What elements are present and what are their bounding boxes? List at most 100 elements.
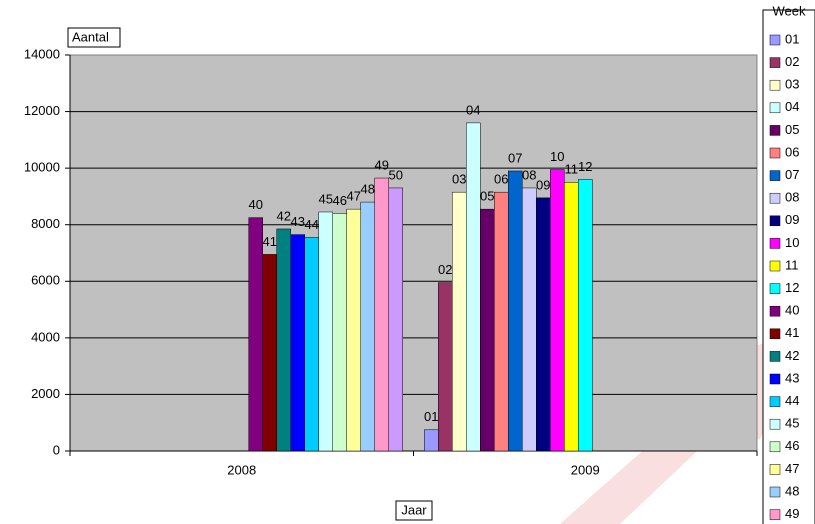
bar bbox=[494, 191, 509, 452]
legend-swatch bbox=[769, 238, 781, 249]
bar bbox=[360, 201, 375, 452]
legend-label: 03 bbox=[785, 77, 799, 92]
bar bbox=[248, 217, 263, 452]
data-label: 03 bbox=[452, 172, 466, 187]
data-label: 43 bbox=[291, 214, 305, 229]
y-tick-label: 14000 bbox=[24, 46, 60, 61]
y-label-box bbox=[67, 27, 121, 48]
x-axis-label: Jaar bbox=[401, 502, 427, 517]
data-label: 49 bbox=[375, 157, 389, 172]
legend-swatch bbox=[769, 351, 781, 362]
legend-label: 09 bbox=[785, 212, 799, 227]
data-label: 44 bbox=[305, 217, 319, 232]
legend-label: 12 bbox=[785, 280, 799, 295]
bar bbox=[466, 122, 481, 452]
data-label: 46 bbox=[333, 193, 347, 208]
bar bbox=[290, 234, 305, 452]
bar bbox=[480, 208, 495, 452]
legend bbox=[762, 9, 815, 524]
bar bbox=[276, 228, 291, 452]
legend-swatch bbox=[769, 102, 781, 114]
legend-label: 46 bbox=[785, 438, 799, 453]
legend-label: 47 bbox=[785, 461, 799, 476]
data-label: 40 bbox=[249, 197, 263, 212]
y-tick-label: 8000 bbox=[31, 216, 60, 231]
legend-swatch bbox=[769, 486, 781, 498]
data-label: 47 bbox=[347, 189, 361, 204]
data-label: 08 bbox=[522, 167, 536, 182]
legend-label: 11 bbox=[785, 257, 799, 272]
legend-label: 49 bbox=[785, 506, 799, 521]
data-label: 05 bbox=[480, 189, 494, 204]
legend-label: 05 bbox=[785, 122, 799, 137]
legend-label: 02 bbox=[785, 54, 799, 69]
legend-label: 01 bbox=[785, 31, 799, 46]
legend-swatch bbox=[769, 125, 781, 136]
bar bbox=[346, 208, 361, 452]
y-tick-label: 12000 bbox=[24, 103, 60, 118]
bar bbox=[388, 187, 403, 452]
data-label: 12 bbox=[578, 159, 592, 174]
legend-swatch bbox=[769, 170, 781, 181]
legend-swatch bbox=[769, 396, 781, 407]
data-label: 07 bbox=[508, 150, 522, 165]
y-tick-label: 6000 bbox=[31, 273, 60, 288]
y-tick-label: 4000 bbox=[31, 329, 60, 344]
bar bbox=[550, 169, 565, 452]
data-label: 10 bbox=[550, 149, 564, 164]
legend-swatch bbox=[769, 441, 781, 453]
data-label: 41 bbox=[263, 234, 277, 249]
y-axis-label: Aantal bbox=[72, 29, 109, 44]
data-label: 06 bbox=[494, 172, 508, 187]
legend-swatch bbox=[769, 464, 781, 475]
legend-label: 42 bbox=[785, 348, 799, 363]
bar bbox=[536, 197, 551, 452]
bar bbox=[374, 177, 389, 452]
bar bbox=[304, 237, 319, 452]
bar bbox=[578, 179, 593, 452]
x-label-box bbox=[395, 500, 433, 521]
legend-swatch bbox=[769, 57, 781, 68]
data-label: 01 bbox=[424, 409, 438, 424]
legend-label: 04 bbox=[785, 99, 799, 114]
bar bbox=[438, 282, 453, 452]
legend-title: Week bbox=[773, 3, 806, 18]
legend-swatch bbox=[769, 418, 781, 430]
legend-label: 48 bbox=[785, 483, 799, 498]
x-tick-label: 2009 bbox=[571, 462, 600, 477]
data-label: 42 bbox=[277, 208, 291, 223]
bar bbox=[318, 211, 333, 452]
legend-swatch bbox=[769, 305, 781, 317]
bar bbox=[262, 254, 277, 452]
data-label: 04 bbox=[466, 102, 480, 117]
data-label: 48 bbox=[361, 182, 375, 197]
legend-label: 07 bbox=[785, 167, 799, 182]
legend-swatch bbox=[769, 260, 781, 272]
legend-label: 44 bbox=[785, 393, 799, 408]
legend-label: 06 bbox=[785, 144, 799, 159]
bar bbox=[332, 213, 347, 452]
bar bbox=[564, 182, 579, 452]
bar bbox=[508, 170, 523, 452]
legend-label: 10 bbox=[785, 235, 799, 250]
data-label: 45 bbox=[319, 191, 333, 206]
bar bbox=[452, 191, 467, 452]
y-tick-label: 10000 bbox=[24, 160, 60, 175]
legend-label: 41 bbox=[785, 325, 799, 340]
legend-swatch bbox=[769, 283, 781, 294]
legend-swatch bbox=[769, 79, 781, 91]
y-tick-label: 2000 bbox=[31, 386, 60, 401]
legend-label: 40 bbox=[785, 303, 799, 318]
data-label: 09 bbox=[536, 177, 550, 192]
bar bbox=[424, 429, 439, 452]
legend-swatch bbox=[769, 192, 781, 204]
bar bbox=[522, 187, 537, 452]
legend-swatch bbox=[769, 147, 781, 159]
legend-swatch bbox=[769, 34, 781, 46]
plot-area bbox=[69, 54, 758, 452]
x-tick-label: 2008 bbox=[227, 462, 256, 477]
legend-swatch bbox=[769, 509, 781, 520]
legend-swatch bbox=[769, 328, 781, 340]
legend-label: 08 bbox=[785, 190, 799, 205]
